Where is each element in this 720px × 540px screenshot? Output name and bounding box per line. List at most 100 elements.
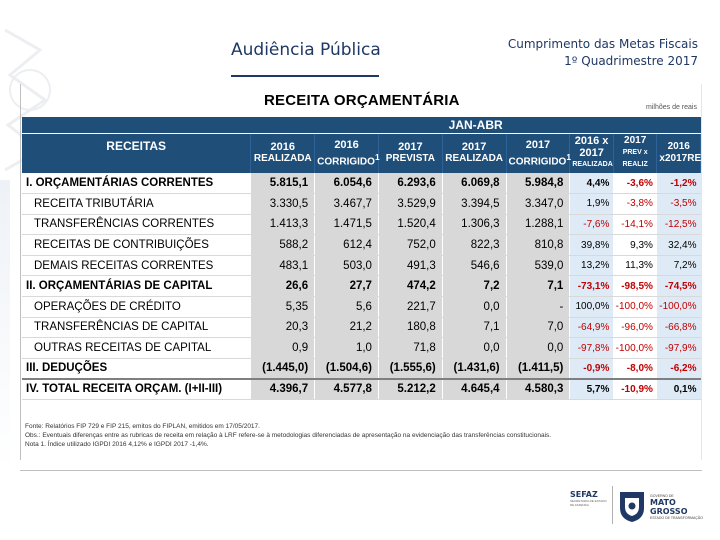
percent-cell: 1,9% <box>569 193 614 215</box>
table-row: I. ORÇAMENTÁRIAS CORRENTES 5.815,1 6.054,6… <box>22 173 701 195</box>
col-year: 2017 <box>461 141 487 154</box>
pct-col-line2: PREV x <box>622 149 648 157</box>
title-underline <box>231 75 379 77</box>
percent-cell: 100,0% <box>569 296 614 318</box>
value-cell: 1.288,1 <box>506 214 571 236</box>
col-header-pct-2016x2017-real: 2016 x2017REAL <box>656 133 714 173</box>
value-cell: 3.394,5 <box>442 193 507 215</box>
value-cell: 1.520,4 <box>378 214 443 236</box>
left-accent-strip <box>0 180 10 470</box>
col-header-2016-realizada: 2016 REALIZADA <box>250 133 316 173</box>
row-label: II. ORÇAMENTÁRIAS DE CAPITAL <box>22 275 251 298</box>
col-year: 2017 <box>525 138 551 151</box>
value-cell: - <box>506 296 571 318</box>
col-header-2016-corrigido: 2016 CORRIGIDO1 <box>314 133 380 173</box>
percent-cell: -3,5% <box>656 193 701 215</box>
table-row: IV. TOTAL RECEITA ORÇAM. (I+II-III) 4.396… <box>22 377 701 401</box>
value-cell: 4.396,7 <box>250 377 316 401</box>
percent-cell: -96,0% <box>613 317 657 339</box>
percent-cell: -1,2% <box>656 173 701 195</box>
percent-cell: -10,9% <box>613 377 657 401</box>
header-subtitle-line1: Cumprimento das Metas Fiscais <box>507 37 698 51</box>
group-header-label: JAN-ABR <box>250 117 701 134</box>
percent-cell: -100,0% <box>613 296 657 318</box>
col-label: PREVISTA <box>385 153 435 165</box>
page-title: Audiência Pública <box>231 40 381 60</box>
percent-cell: -73,1% <box>569 275 614 298</box>
bottom-divider <box>20 470 702 471</box>
col-year: 2016 <box>270 141 295 154</box>
sefaz-logo-text: SEFAZ <box>570 490 598 499</box>
percent-cell: -0,9% <box>569 358 614 380</box>
value-cell: 6.293,6 <box>378 173 443 195</box>
table-row: RECEITA TRIBUTÁRIA 3.330,5 3.467,7 3.529,9 3… <box>22 193 701 215</box>
value-cell: 822,3 <box>442 234 507 256</box>
percent-cell: 13,2% <box>569 255 614 277</box>
value-cell: 3.347,0 <box>506 193 571 215</box>
value-cell: 491,3 <box>378 255 443 277</box>
col-year: 2017 <box>398 141 423 154</box>
column-header-row: RECEITAS 2016 REALIZADA 2016 CORRIGIDO1 20… <box>22 133 714 173</box>
value-cell: (1.411,5) <box>506 358 571 380</box>
percent-cell: -97,9% <box>656 337 701 359</box>
footnote-source: Fonte: Relatórios FIP 729 e FIP 215, emi… <box>25 423 260 430</box>
value-cell: 483,1 <box>250 255 316 277</box>
percent-cell: -100,0% <box>613 337 657 359</box>
value-cell: 4.645,4 <box>442 377 507 401</box>
value-cell: 752,0 <box>378 234 443 256</box>
percent-cell: 0,1% <box>656 377 701 401</box>
value-cell: 6.054,6 <box>314 173 379 195</box>
col-footnote-mark: 1 <box>566 151 571 162</box>
value-cell: 7,2 <box>442 275 507 298</box>
value-cell: 1,0 <box>314 337 379 359</box>
col-label: REALIZADA <box>253 153 312 165</box>
mato-grosso-logo: GOVERNO DE MATO GROSSO ESTADO DE TRANSFO… <box>650 494 710 520</box>
logo-gov-text: GOVERNO DE <box>650 494 674 498</box>
value-cell: 1.306,3 <box>442 214 507 236</box>
value-cell: 546,6 <box>442 255 507 277</box>
value-cell: 588,2 <box>250 234 316 256</box>
value-cell: 3.529,9 <box>378 193 443 215</box>
value-cell: 5,6 <box>314 296 379 318</box>
revenue-table: JAN-ABR RECEITAS 2016 REALIZADA 2016 CORRI… <box>22 117 714 401</box>
footnote-note1: Nota 1. Índice utilizado IGPDI 2016 4,12… <box>25 441 209 448</box>
value-cell: 810,8 <box>506 234 571 256</box>
value-cell: 7,1 <box>506 275 571 298</box>
pct-col-line3: REAL <box>687 153 715 165</box>
percent-cell: -100,0% <box>656 296 701 318</box>
percent-cell: -64,9% <box>569 317 614 339</box>
col-label: REALIZADA <box>445 153 504 165</box>
value-cell: 21,2 <box>314 317 379 339</box>
col-header-2017-prevista: 2017 PREVISTA <box>378 133 443 173</box>
header-subtitle-line2: 1º Quadrimestre 2017 <box>564 54 698 68</box>
value-cell: (1.431,6) <box>442 358 507 380</box>
percent-cell: -3,8% <box>613 193 657 215</box>
table-row: III. DEDUÇÕES (1.445,0) (1.504,6) (1.555,6)… <box>22 358 701 380</box>
logo-state-name: MATO GROSSO <box>650 498 688 516</box>
percent-cell: -6,2% <box>656 358 701 380</box>
value-cell: 5,35 <box>250 296 316 318</box>
col-header-receitas: RECEITAS <box>22 133 252 173</box>
pct-col-line1: 2016 x <box>659 141 690 165</box>
percent-cell: -98,5% <box>613 275 657 298</box>
percent-cell: -14,1% <box>613 214 657 236</box>
value-cell: 7,0 <box>506 317 571 339</box>
row-label: TRANSFERÊNCIAS CORRENTES <box>22 214 251 236</box>
table-title: RECEITA ORÇAMENTÁRIA <box>264 92 460 109</box>
value-cell: 0,0 <box>442 296 507 318</box>
percent-cell: -3,6% <box>613 173 657 195</box>
logo-divider <box>612 486 613 524</box>
row-label: I. ORÇAMENTÁRIAS CORRENTES <box>22 173 251 195</box>
row-label: III. DEDUÇÕES <box>22 358 251 380</box>
value-cell: 4.580,3 <box>506 377 571 401</box>
col-year: 2016 <box>334 138 359 151</box>
percent-cell: -74,5% <box>656 275 701 298</box>
value-cell: 71,8 <box>378 337 443 359</box>
percent-cell: 32,4% <box>656 234 701 256</box>
percent-cell: 4,4% <box>569 173 614 195</box>
value-cell: 474,2 <box>378 275 443 298</box>
pct-col-line1: 2016 x <box>574 135 609 148</box>
value-cell: 612,4 <box>314 234 379 256</box>
value-cell: 7,1 <box>442 317 507 339</box>
value-cell: 4.577,8 <box>314 377 379 401</box>
